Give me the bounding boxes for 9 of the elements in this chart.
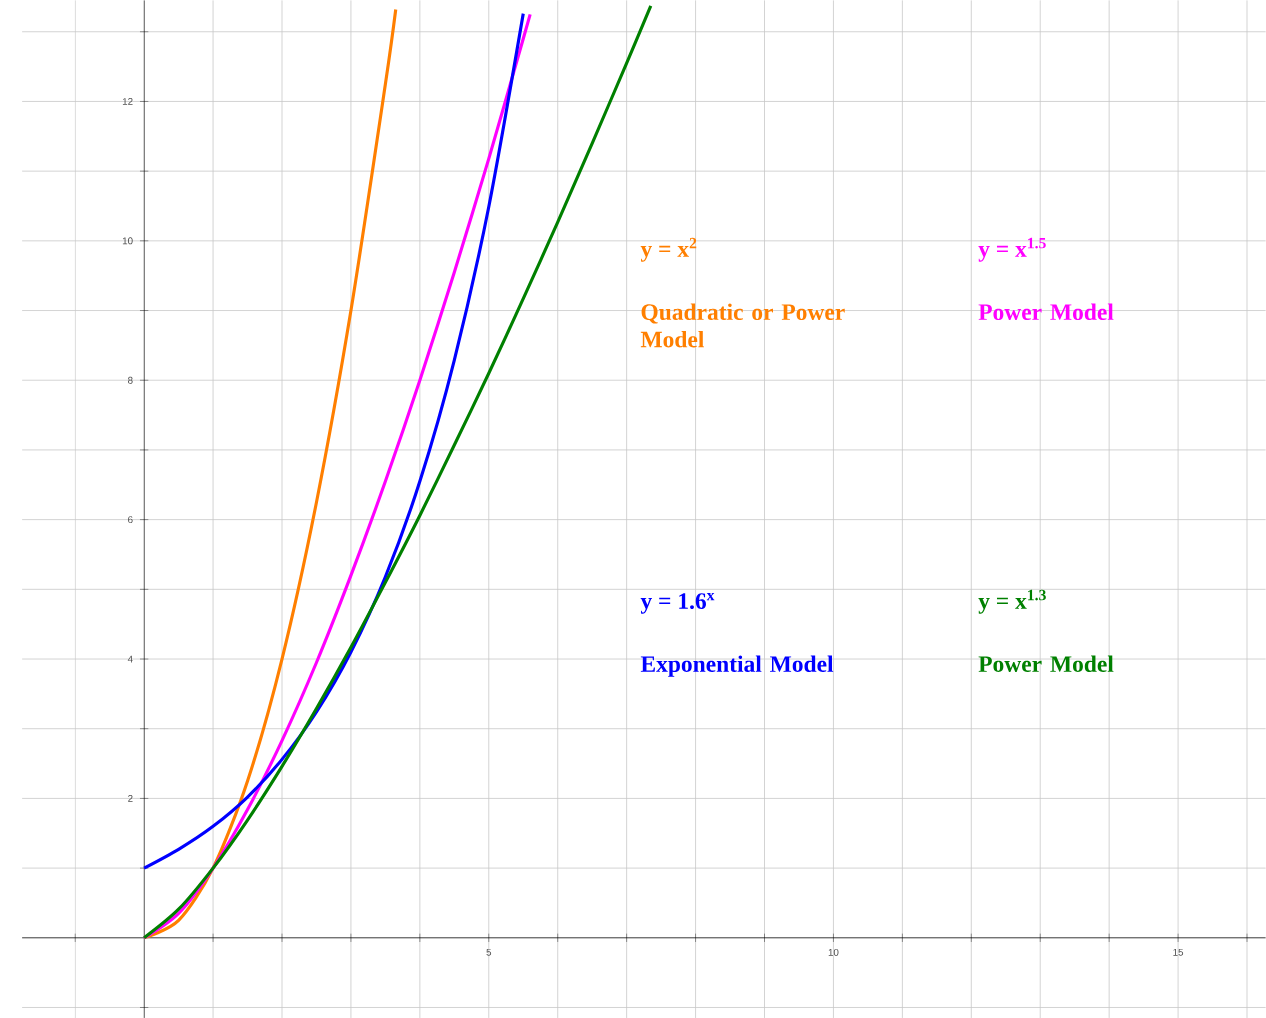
text: y = 1.6$^{x}$	[640, 592, 715, 614]
text: y = x$^{1.5}$	[978, 237, 1046, 262]
text: y = x$^{1.3}$	[978, 589, 1046, 614]
annotation: Power Model	[978, 303, 1114, 320]
annotation: Exponential Model	[640, 655, 834, 677]
line-series	[142, 7, 398, 940]
text: y = x$^{2}$	[640, 237, 697, 262]
annotation: Quadratic or Power Model	[640, 303, 845, 348]
annotation: Power Model	[978, 655, 1114, 672]
